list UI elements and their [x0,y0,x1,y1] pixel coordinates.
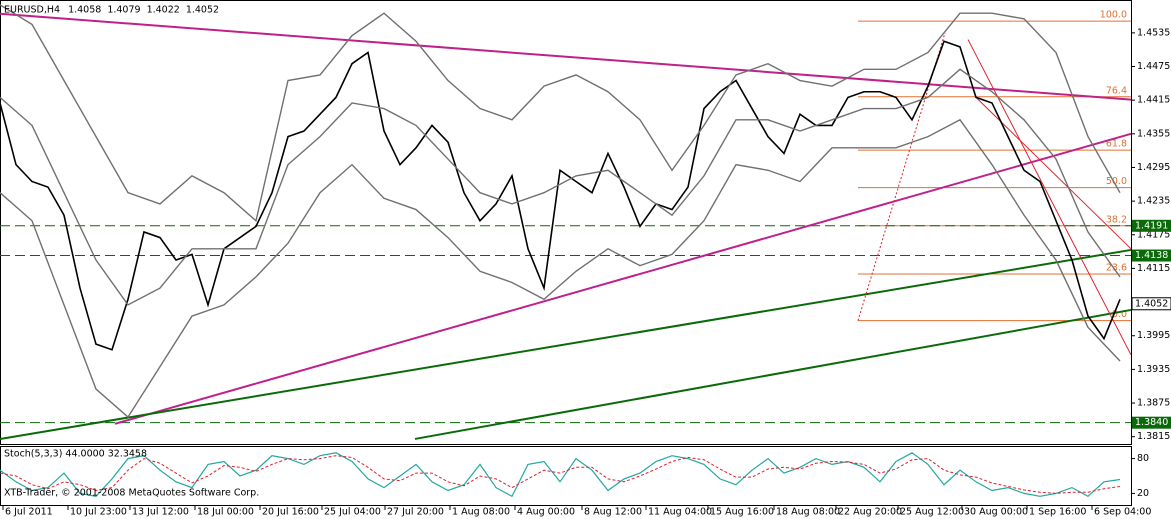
fib-label: 38.2 [1106,214,1127,225]
symbol-title: EURUSD,H4 [4,5,60,16]
x-tick-label: 1 Sep 16:00 [1029,507,1086,518]
x-tick-label: 22 Aug 20:00 [838,507,902,518]
labels: EURUSD,H4 Stoch(5,3,3) 44.0000 32.3458 X… [2,5,1171,518]
x-tick-label: 1 Aug 08:00 [452,507,510,518]
ohlc-value: 1.4079 [107,5,140,16]
main-panel [0,0,1132,445]
y-tick-label: 1.4475 [1137,61,1170,72]
stoch-plot [0,452,1121,498]
main-plot: 100.0 76.4 61.8 50.0 38.2 23.6 0.0 [0,4,1132,440]
x-tick-label: 25 Aug 12:00 [900,507,964,518]
x-tick-label: 10 Jul 23:00 [70,507,127,518]
x-tick-label: 18 Jul 00:00 [197,507,254,518]
x-tick-label: 25 Jul 04:00 [324,507,381,518]
stoch-panel [0,446,1132,506]
fib-label: 0.0 [1112,309,1127,320]
y-tick-label: 1.4235 [1137,196,1170,207]
y-tick-label: 80 [1137,453,1149,464]
level-label: 1.4191 [1135,220,1168,231]
x-tick-label: 20 Jul 16:00 [262,507,319,518]
y-tick-label: 1.3815 [1137,431,1170,442]
series-line [0,455,1121,494]
y-tick-label: 1.4535 [1137,27,1170,38]
fib-label: 76.4 [1106,85,1127,96]
y-tick-label: 1.4175 [1137,229,1170,240]
ohlc-value: 1.4058 [68,5,101,16]
trendline [967,39,1132,356]
x-tick-label: 8 Aug 12:00 [584,507,642,518]
series-line [0,118,1121,419]
y-tick-label: 1.4415 [1137,95,1170,106]
y-tick-label: 1.3935 [1137,364,1170,375]
level-box [1132,416,1171,429]
x-tick-label: 11 Aug 04:00 [648,507,712,518]
series-line [0,68,1121,306]
x-tick-label: 6 Jul 2011 [5,507,53,518]
fib-label: 23.6 [1106,263,1127,274]
y-tick-label: 1.4115 [1137,263,1170,274]
y-tick-label: 1.4295 [1137,162,1170,173]
x-tick-label: 13 Jul 12:00 [132,507,189,518]
x-tick-label: 6 Sep 04:00 [1094,507,1151,518]
x-tick-label: 4 Aug 00:00 [517,507,575,518]
level-box [1132,219,1171,232]
trendline [0,248,1132,440]
trendline [114,132,1132,425]
level-label: 1.3840 [1135,417,1168,428]
current-price: 1.4052 [1135,298,1168,309]
ohlc-value: 1.4052 [186,5,219,16]
current-price-box [1131,297,1171,311]
x-tick-label: 18 Aug 08:00 [776,507,840,518]
x-tick-label: 30 Aug 00:00 [964,507,1028,518]
ohlc-value: 1.4022 [147,5,180,16]
x-tick-label: 27 Jul 20:00 [387,507,444,518]
y-tick-label: 1.3875 [1137,398,1170,409]
series-line [0,4,1121,223]
y-tick-label: 1.4355 [1137,128,1170,139]
trendline [414,308,1132,440]
fib-label: 61.8 [1106,139,1127,150]
fib-label: 100.0 [1100,10,1127,21]
level-box [1132,249,1171,262]
series-line [0,452,1121,498]
x-tick-label: 15 Aug 16:00 [710,507,774,518]
stoch-title: Stoch(5,3,3) 44.0000 32.3458 [4,449,147,460]
y-tick-label: 20 [1137,488,1149,499]
level-label: 1.4138 [1135,250,1168,261]
footer: XTB-Trader, © 2001-2008 MetaQuotes Softw… [4,488,259,499]
fib-label: 50.0 [1106,176,1127,187]
y-tick-label: 1.3995 [1137,330,1170,341]
